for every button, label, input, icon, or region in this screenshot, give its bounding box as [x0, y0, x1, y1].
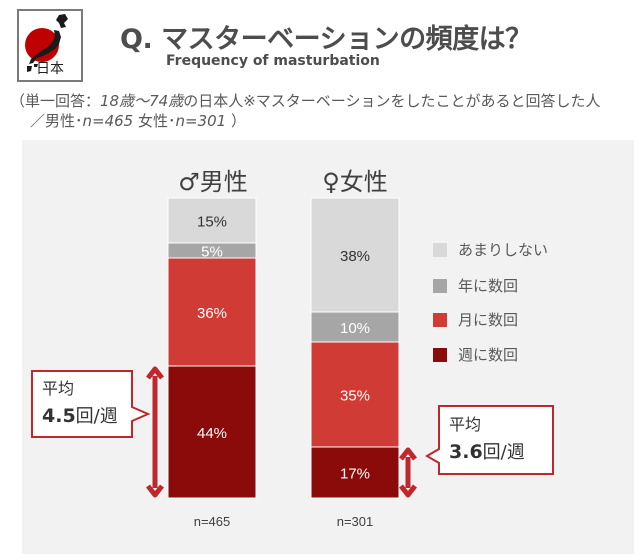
data-label-0-2: 36% — [197, 305, 227, 322]
male-average-arrow-head-top — [146, 366, 164, 380]
legend-swatch-0 — [433, 243, 447, 257]
legend-label-1: 年に数回 — [458, 277, 518, 295]
data-label-0-1: 5% — [201, 244, 223, 261]
female-average-arrow-head-bottom — [399, 484, 417, 498]
category-label-1: ♀女性 — [322, 168, 388, 196]
data-label-1-2: 35% — [340, 388, 370, 405]
legend-swatch-1 — [433, 279, 447, 293]
legend-label-0: あまりしない — [458, 241, 548, 259]
sample-size-0: n=465 — [194, 514, 231, 529]
bar-segment-0-0 — [167, 197, 257, 244]
data-label-1-1: 10% — [340, 320, 370, 337]
average-value-1: 3.6 — [449, 441, 483, 463]
data-label-0-0: 15% — [197, 214, 227, 231]
bar-segment-1-3 — [310, 446, 400, 499]
average-label-1: 平均 — [449, 415, 481, 434]
average-unit-0: 回/週 — [76, 406, 118, 427]
average-value-0: 4.5 — [42, 405, 76, 427]
japan-flag-logo: 日本 — [17, 9, 83, 82]
page-subtitle: Frequency of masturbation — [166, 53, 380, 69]
bar-segment-1-1 — [310, 311, 400, 343]
legend-label-2: 月に数回 — [458, 311, 518, 329]
page-title: Q. マスターベーションの頻度は？ — [120, 24, 532, 55]
legend-swatch-2 — [433, 313, 447, 327]
data-label-0-3: 44% — [197, 425, 227, 442]
data-label-1-0: 38% — [340, 248, 370, 265]
note-female: 女性･ — [133, 112, 176, 130]
average-label-0: 平均 — [42, 379, 74, 398]
note-female-n: n=301 — [175, 112, 227, 130]
bar-segment-1-2 — [310, 341, 400, 448]
note-male-n: n=465 — [82, 112, 134, 130]
sample-size-1: n=301 — [337, 514, 374, 529]
legend-swatch-3 — [433, 348, 447, 362]
female-average-arrow-head-top — [399, 447, 417, 461]
note-prefix: （単一回答： — [10, 92, 101, 110]
sample-note: （単一回答：18歳〜74歳の日本人※マスターベーションをしたことがあると回答した… — [10, 91, 635, 131]
data-label-1-3: 17% — [340, 466, 370, 483]
bar-segment-0-3 — [167, 365, 257, 499]
japan-map-icon — [25, 14, 68, 72]
average-unit-1: 回/週 — [483, 442, 525, 463]
logo-label: 日本 — [36, 61, 64, 77]
note-description: の日本人※マスターベーションをしたことがあると回答した人 — [183, 92, 601, 110]
note-age-range: 18歳〜74歳 — [100, 92, 184, 110]
average-callout-0 — [31, 370, 151, 438]
note-suffix: ） — [226, 112, 247, 130]
average-value-text-0: 4.5回/週 — [42, 405, 118, 427]
category-label-0: ♂男性 — [178, 168, 248, 196]
average-value-text-1: 3.6回/週 — [449, 441, 525, 463]
bar-segment-0-2 — [167, 257, 257, 367]
male-average-arrow-head-bottom — [146, 484, 164, 498]
bar-segment-1-0 — [310, 197, 400, 313]
average-callout-1 — [425, 405, 554, 475]
legend-label-3: 週に数回 — [458, 346, 518, 364]
note-male: ／男性･ — [30, 112, 83, 130]
